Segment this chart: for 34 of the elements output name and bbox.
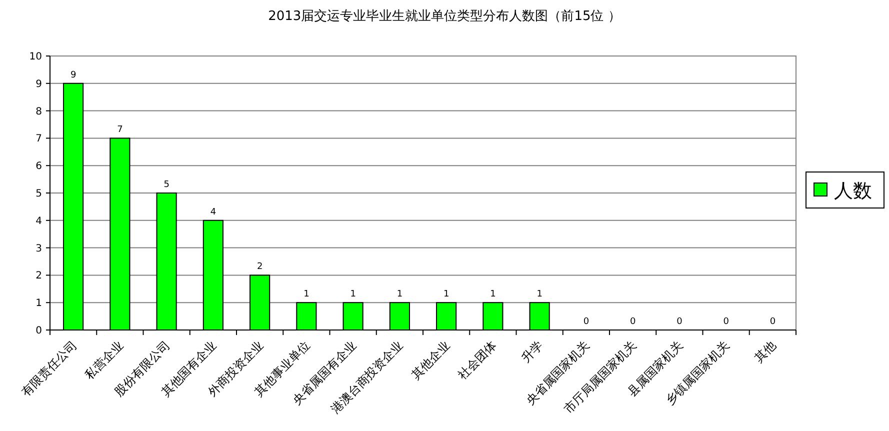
y-tick-label: 10 <box>29 52 42 62</box>
data-label: 1 <box>490 290 496 300</box>
data-label: 1 <box>304 290 310 300</box>
y-tick-label: 2 <box>36 270 42 282</box>
y-tick-label: 1 <box>36 298 42 310</box>
data-label: 1 <box>536 290 542 300</box>
data-label: 7 <box>117 125 123 136</box>
data-label: 1 <box>443 290 450 300</box>
y-tick-label: 7 <box>36 134 42 145</box>
data-label: 0 <box>676 317 683 327</box>
data-label: 4 <box>210 207 216 218</box>
chart-title: 2013届交运专业毕业生就业单位类型分布人数图（前15位 ） <box>268 8 621 24</box>
y-tick-label: 0 <box>36 326 42 336</box>
y-tick-label: 9 <box>36 78 42 90</box>
y-tick-label: 8 <box>36 106 42 118</box>
data-label: 9 <box>70 70 76 80</box>
x-tick-label: 有限责任公司 <box>18 338 80 400</box>
y-tick-label: 6 <box>36 161 42 172</box>
y-tick-label: 4 <box>36 216 42 227</box>
data-label: 0 <box>583 317 590 327</box>
data-label: 1 <box>396 290 403 300</box>
x-tick-label: 其他 <box>752 338 779 366</box>
y-tick-label: 3 <box>36 243 42 254</box>
x-tick-label: 其他企业 <box>408 338 452 382</box>
x-tick-label: 社会团体 <box>455 338 500 382</box>
data-label: 1 <box>350 290 356 300</box>
y-tick-label: 5 <box>36 188 42 200</box>
data-label: 0 <box>723 317 730 327</box>
legend-label: 人数 <box>834 180 872 202</box>
data-label: 2 <box>256 262 263 272</box>
x-tick-label: 升学 <box>518 338 546 366</box>
data-label: 0 <box>770 317 776 327</box>
data-label: 0 <box>630 317 636 327</box>
data-label: 5 <box>164 180 170 190</box>
